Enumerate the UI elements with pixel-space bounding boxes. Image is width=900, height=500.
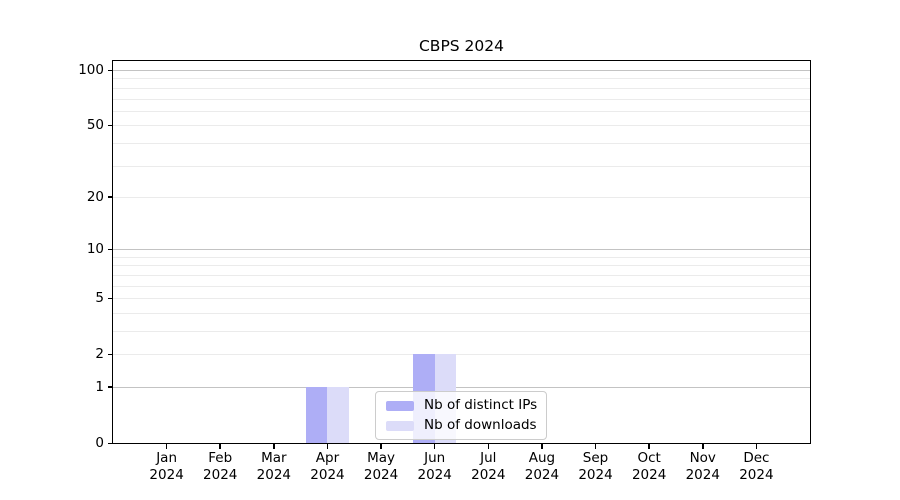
x-tick-month: Mar — [261, 450, 287, 466]
y-tick-mark-50 — [108, 124, 113, 127]
legend-swatch-distinct-ips-icon — [386, 400, 414, 411]
x-tick-year: 2024 — [256, 467, 292, 483]
x-tick-month: Nov — [689, 450, 716, 466]
x-tick-month: Oct — [637, 450, 661, 466]
gridline-minor-20 — [113, 196, 810, 198]
x-tick-label-mar-2024: Mar 2024 — [234, 450, 314, 484]
gridline-minor-5 — [113, 298, 810, 300]
x-tick-year: 2024 — [631, 467, 667, 483]
x-tick-mark-sep-2024 — [594, 444, 597, 449]
gridline-minor-6 — [113, 285, 810, 287]
legend-item-downloads: Nb of downloads — [386, 417, 537, 434]
x-tick-month: Aug — [528, 450, 556, 466]
gridline-minor-4 — [113, 312, 810, 314]
y-tick-label-5: 5 — [95, 290, 104, 307]
x-tick-label-nov-2024: Nov 2024 — [663, 450, 743, 484]
x-tick-year: 2024 — [739, 467, 774, 483]
x-tick-year: 2024 — [471, 467, 506, 483]
y-tick-mark-2 — [108, 353, 113, 356]
plot-area — [112, 60, 811, 444]
gridline-minor-8 — [113, 265, 810, 267]
gridline-minor-50 — [113, 125, 810, 127]
y-tick-label-100: 100 — [78, 62, 104, 79]
x-tick-label-feb-2024: Feb 2024 — [180, 450, 260, 484]
x-tick-month: Dec — [743, 450, 770, 466]
legend-item-distinct-ips: Nb of distinct IPs — [386, 397, 537, 414]
gridline-minor-30 — [113, 165, 810, 167]
x-tick-label-jun-2024: Jun 2024 — [395, 450, 475, 484]
x-tick-label-jul-2024: Jul 2024 — [448, 450, 528, 484]
y-tick-mark-5 — [108, 297, 113, 300]
gridline-major-1 — [113, 386, 810, 388]
x-tick-label-oct-2024: Oct 2024 — [609, 450, 689, 484]
x-tick-month: Sep — [582, 450, 609, 466]
x-tick-mark-jun-2024 — [433, 444, 436, 449]
x-tick-mark-feb-2024 — [219, 444, 221, 449]
gridline-minor-2 — [113, 354, 810, 356]
x-tick-year: 2024 — [310, 467, 345, 483]
gridline-major-10 — [113, 249, 810, 251]
x-tick-year: 2024 — [524, 467, 560, 483]
x-tick-mark-may-2024 — [380, 444, 382, 449]
y-tick-mark-100 — [108, 69, 113, 72]
x-tick-label-may-2024: May 2024 — [341, 450, 421, 484]
x-tick-mark-apr-2024 — [326, 444, 329, 449]
x-tick-mark-aug-2024 — [541, 444, 543, 449]
x-tick-mark-oct-2024 — [648, 444, 650, 449]
x-tick-month: May — [367, 450, 396, 466]
x-tick-label-apr-2024: Apr 2024 — [287, 450, 367, 484]
x-tick-mark-jul-2024 — [487, 444, 490, 449]
x-tick-year: 2024 — [149, 467, 184, 483]
y-tick-label-20: 20 — [86, 188, 104, 205]
x-tick-month: Jun — [424, 450, 446, 466]
x-tick-label-jan-2024: Jan 2024 — [127, 450, 207, 484]
x-tick-month: Feb — [208, 450, 233, 466]
x-tick-mark-nov-2024 — [702, 444, 704, 449]
x-tick-label-sep-2024: Sep 2024 — [556, 450, 636, 484]
y-tick-mark-0 — [108, 442, 113, 444]
legend-label-distinct-ips: Nb of distinct IPs — [424, 397, 538, 413]
gridline-minor-7 — [113, 274, 810, 276]
x-tick-year: 2024 — [363, 467, 399, 483]
x-tick-mark-dec-2024 — [755, 444, 758, 449]
legend-label-downloads: Nb of downloads — [424, 417, 537, 433]
gridline-minor-70 — [113, 98, 810, 100]
y-tick-mark-10 — [108, 248, 113, 251]
x-tick-month: Jan — [156, 450, 178, 466]
bar-nb-of-distinct-ips-apr-2024 — [306, 387, 328, 443]
y-tick-label-1: 1 — [95, 378, 104, 395]
y-tick-label-10: 10 — [86, 241, 104, 258]
x-tick-mark-mar-2024 — [273, 444, 275, 449]
x-tick-label-aug-2024: Aug 2024 — [502, 450, 582, 484]
legend-swatch-downloads-icon — [386, 420, 414, 431]
y-tick-label-2: 2 — [95, 346, 104, 363]
gridline-major-100 — [113, 70, 810, 72]
x-tick-month: Jul — [480, 450, 497, 466]
legend: Nb of distinct IPs Nb of downloads — [375, 391, 548, 440]
x-tick-month: Apr — [315, 450, 340, 466]
x-tick-label-dec-2024: Dec 2024 — [716, 450, 796, 484]
x-tick-year: 2024 — [417, 467, 452, 483]
gridline-minor-90 — [113, 78, 810, 80]
x-tick-year: 2024 — [578, 467, 613, 483]
y-tick-mark-20 — [108, 196, 113, 198]
y-tick-mark-1 — [108, 386, 113, 388]
gridline-minor-40 — [113, 142, 810, 144]
gridline-minor-9 — [113, 256, 810, 258]
chart-title: CBPS 2024 — [418, 37, 504, 55]
x-tick-year: 2024 — [685, 467, 720, 483]
x-tick-mark-jan-2024 — [165, 444, 168, 449]
y-tick-label-0: 0 — [95, 435, 104, 451]
gridline-minor-60 — [113, 110, 810, 112]
gridline-minor-80 — [113, 87, 810, 89]
gridline-minor-3 — [113, 330, 810, 332]
x-tick-year: 2024 — [203, 467, 238, 483]
bar-nb-of-downloads-apr-2024 — [327, 387, 349, 443]
y-tick-label-50: 50 — [86, 117, 104, 134]
